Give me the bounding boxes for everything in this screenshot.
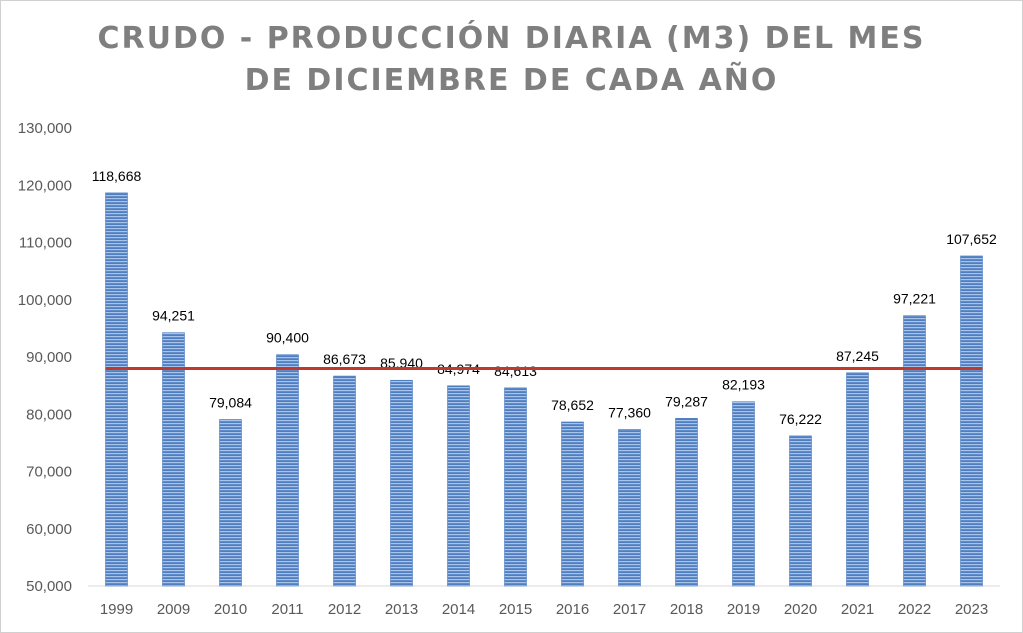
bar-value-label: 79,084 bbox=[209, 394, 252, 410]
bar bbox=[960, 255, 983, 587]
bar bbox=[561, 421, 584, 587]
bar-value-label: 90,400 bbox=[266, 330, 309, 346]
y-tick-label: 90,000 bbox=[26, 349, 72, 366]
bar-value-label: 87,245 bbox=[836, 348, 879, 364]
chart-title: CRUDO - PRODUCCIÓN DIARIA (M3) DEL MES D… bbox=[0, 18, 1023, 102]
bar-value-label: 82,193 bbox=[722, 377, 765, 393]
bar-value-label: 86,673 bbox=[323, 351, 366, 367]
x-tick-label: 2022 bbox=[898, 601, 931, 618]
x-tick-label: 2023 bbox=[955, 601, 988, 618]
x-tick-label: 2012 bbox=[328, 601, 361, 618]
bar bbox=[732, 401, 755, 587]
y-tick-label: 80,000 bbox=[26, 406, 72, 423]
x-tick-label: 1999 bbox=[100, 601, 133, 618]
y-tick-label: 130,000 bbox=[18, 120, 72, 137]
bar-value-label: 76,222 bbox=[779, 411, 822, 427]
x-tick-label: 2016 bbox=[556, 601, 589, 618]
bar bbox=[504, 387, 527, 587]
y-tick-label: 60,000 bbox=[26, 521, 72, 538]
x-tick-label: 2015 bbox=[499, 601, 532, 618]
bar bbox=[219, 419, 242, 587]
bar-value-label: 94,251 bbox=[152, 308, 195, 324]
bar-value-label: 118,668 bbox=[92, 168, 142, 184]
x-axis-tick-labels: 1999 2009 2010 2011 2012 2013 2014 2015 2016 2017… bbox=[100, 601, 988, 618]
bar-value-label: 107,652 bbox=[946, 231, 997, 247]
bar bbox=[105, 192, 128, 587]
x-tick-label: 2017 bbox=[613, 601, 646, 618]
bar bbox=[846, 372, 869, 587]
x-tick-label: 2018 bbox=[670, 601, 703, 618]
bar bbox=[162, 332, 185, 587]
y-tick-label: 70,000 bbox=[26, 464, 72, 481]
x-tick-label: 2014 bbox=[442, 601, 475, 618]
bar bbox=[333, 375, 356, 587]
y-tick-label: 50,000 bbox=[26, 578, 72, 595]
chart-title-line-1: CRUDO - PRODUCCIÓN DIARIA (M3) DEL MES bbox=[97, 21, 926, 56]
bar-value-label: 79,287 bbox=[665, 393, 708, 409]
bar bbox=[447, 385, 470, 587]
y-axis-tick-labels: 50,000 60,000 70,000 80,000 90,000 100,000 110… bbox=[18, 120, 72, 595]
y-tick-label: 110,000 bbox=[19, 235, 72, 252]
bar-value-label: 84,613 bbox=[494, 363, 537, 379]
chart-title-line-2: DE DICIEMBRE DE CADA AÑO bbox=[244, 63, 779, 98]
bar-value-label: 77,360 bbox=[608, 404, 651, 420]
bar bbox=[618, 429, 641, 587]
x-tick-label: 2019 bbox=[727, 601, 760, 618]
y-tick-label: 100,000 bbox=[18, 292, 72, 309]
y-tick-label: 120,000 bbox=[18, 177, 72, 194]
x-tick-label: 2020 bbox=[784, 601, 817, 618]
bar-value-label: 78,652 bbox=[551, 397, 594, 413]
bar bbox=[789, 435, 812, 587]
bar-value-label: 97,221 bbox=[893, 291, 936, 307]
x-tick-label: 2010 bbox=[214, 601, 247, 618]
x-tick-label: 2011 bbox=[271, 601, 303, 618]
x-tick-label: 2013 bbox=[385, 601, 418, 618]
bar bbox=[675, 418, 698, 587]
bar bbox=[276, 354, 299, 587]
x-tick-label: 2009 bbox=[157, 601, 190, 618]
bar bbox=[390, 379, 413, 587]
bars bbox=[105, 192, 983, 587]
x-tick-label: 2021 bbox=[841, 601, 874, 618]
bar bbox=[903, 315, 926, 587]
